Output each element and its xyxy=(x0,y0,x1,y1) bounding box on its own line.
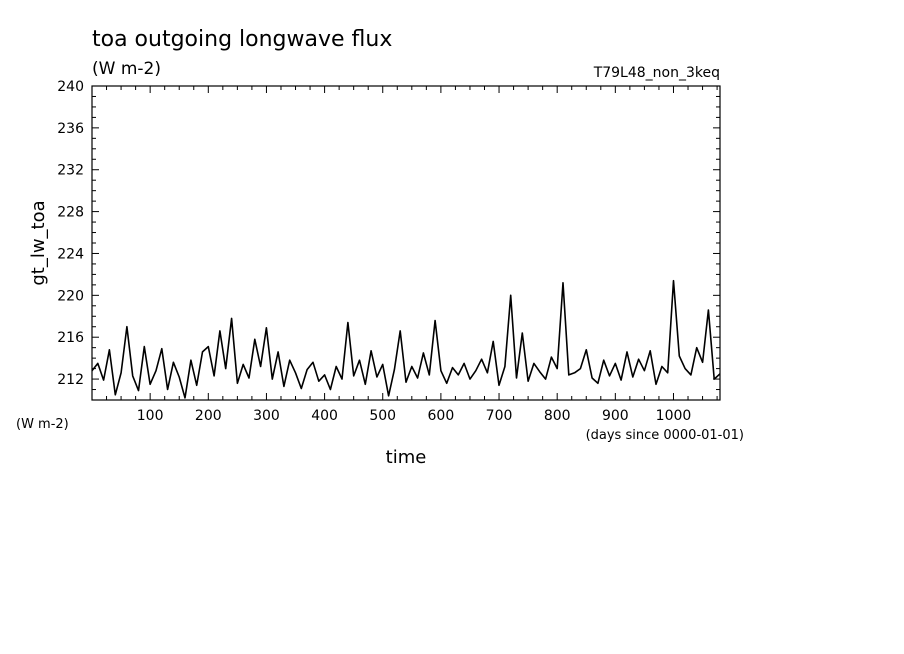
x-tick-label: 700 xyxy=(486,408,513,424)
y-axis: 212 216 220 224 228 232 236 240 xyxy=(57,79,720,391)
chart-subtitle: (W m-2) xyxy=(92,59,161,79)
x-tick-label: 900 xyxy=(602,408,629,424)
y-axis-unit: (W m-2) xyxy=(16,417,69,432)
chart-title: toa outgoing longwave flux xyxy=(92,27,392,52)
y-tick-label: 216 xyxy=(57,330,84,346)
y-tick-label: 220 xyxy=(57,288,84,304)
x-axis-label: time xyxy=(386,447,427,468)
y-tick-label: 232 xyxy=(57,163,84,179)
series-line xyxy=(91,279,721,399)
x-axis: 100 200 300 400 500 600 700 800 900 1000 xyxy=(106,86,718,424)
y-tick-label: 228 xyxy=(57,205,84,221)
y-tick-label: 236 xyxy=(57,121,84,137)
x-tick-label: 300 xyxy=(253,408,280,424)
x-tick-label: 600 xyxy=(428,408,455,424)
x-tick-label: 400 xyxy=(311,408,338,424)
x-axis-unit: (days since 0000-01-01) xyxy=(586,428,744,443)
x-tick-label: 500 xyxy=(369,408,396,424)
run-label: T79L48_non_3keq xyxy=(593,65,720,81)
y-tick-label: 240 xyxy=(57,79,84,95)
x-tick-label: 1000 xyxy=(656,408,692,424)
x-tick-label: 200 xyxy=(195,408,222,424)
x-tick-label: 800 xyxy=(544,408,571,424)
y-tick-label: 212 xyxy=(57,372,84,388)
x-tick-label: 100 xyxy=(137,408,164,424)
y-tick-label: 224 xyxy=(57,246,84,262)
y-axis-label: gt_lw_toa xyxy=(28,200,49,285)
